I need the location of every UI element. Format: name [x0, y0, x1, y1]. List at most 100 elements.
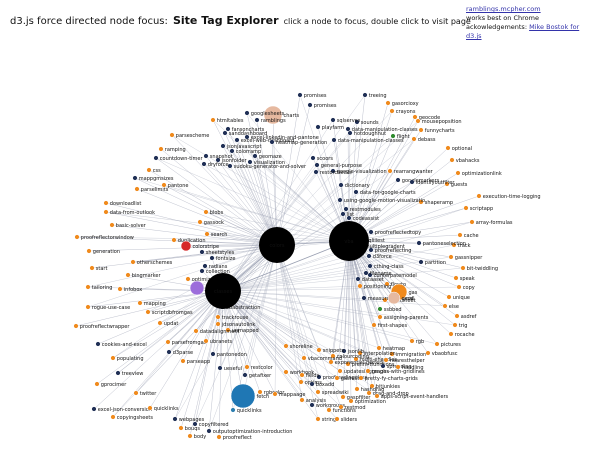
graph-node[interactable]: jdsonautolink — [215, 321, 256, 328]
node-circle[interactable] — [337, 197, 343, 203]
node-circle[interactable] — [169, 132, 175, 138]
node-circle[interactable] — [252, 153, 258, 159]
node-circle[interactable] — [387, 291, 401, 305]
node-circle[interactable] — [434, 341, 440, 347]
node-circle[interactable] — [132, 175, 138, 181]
graph-node[interactable]: basic-solver — [109, 222, 147, 229]
node-circle[interactable] — [172, 416, 178, 422]
graph-node[interactable]: scoors — [310, 155, 334, 162]
graph-node[interactable]: handling — [395, 364, 424, 371]
node-circle[interactable] — [137, 300, 143, 306]
node-circle[interactable] — [316, 374, 322, 380]
graph-node[interactable]: pantoneselection — [416, 240, 466, 247]
node-circle[interactable] — [309, 402, 315, 408]
graph-node[interactable]: jsonlib — [341, 348, 364, 355]
node-circle[interactable] — [215, 321, 221, 327]
graph-node[interactable]: prelim-tfunctions — [345, 361, 395, 368]
graph-node[interactable]: mapping — [137, 300, 166, 307]
graph-node[interactable]: trackrouse — [215, 314, 249, 321]
graph-node[interactable]: heatmap-generation — [269, 139, 327, 146]
node-circle[interactable] — [201, 161, 207, 167]
node-circle[interactable] — [185, 276, 191, 282]
node-circle[interactable] — [145, 309, 151, 315]
node-circle[interactable] — [409, 179, 415, 185]
graph-node[interactable]: functions — [326, 407, 357, 414]
graph-node[interactable]: immigration — [389, 351, 426, 358]
graph-node[interactable]: blobs — [203, 209, 224, 216]
node-circle[interactable] — [153, 155, 159, 161]
node-circle[interactable] — [346, 215, 352, 221]
graph-node[interactable]: pantonedon — [210, 351, 247, 358]
graph-node[interactable]: data-manipulation-classes — [345, 126, 418, 133]
graph-node[interactable]: hashdrag — [354, 386, 385, 393]
node-circle[interactable] — [377, 306, 383, 312]
node-circle[interactable] — [125, 272, 131, 278]
graph-node[interactable]: sliders — [334, 416, 358, 423]
node-circle[interactable] — [157, 320, 163, 326]
graph-node[interactable]: identifyoutfilter — [409, 179, 456, 186]
graph-node[interactable]: codeassist — [346, 215, 379, 222]
graph-node[interactable]: apps-script-event-handlers — [374, 393, 449, 400]
node-circle[interactable] — [469, 219, 475, 225]
graph-node[interactable]: gprocimer — [94, 381, 128, 388]
node-circle[interactable] — [345, 361, 351, 367]
node-circle[interactable] — [298, 379, 304, 385]
node-circle[interactable] — [382, 297, 388, 303]
graph-node[interactable]: google-visualization — [330, 168, 387, 175]
node-circle[interactable] — [230, 407, 236, 413]
graph-node[interactable]: funnycharts — [418, 127, 455, 134]
graph-node[interactable]: promises — [297, 92, 327, 99]
node-circle[interactable] — [210, 351, 216, 357]
node-circle[interactable] — [383, 357, 389, 363]
graph-node[interactable]: parselimits — [134, 186, 169, 193]
hub-node[interactable]: classes — [205, 273, 241, 309]
graph-node[interactable]: ueseful — [217, 365, 242, 372]
graph-node[interactable]: crayons — [389, 108, 416, 115]
node-circle[interactable] — [334, 375, 340, 381]
graph-node[interactable]: vbaobfusc — [425, 350, 458, 357]
graph-node[interactable]: scriptapp — [463, 205, 493, 212]
graph-node[interactable]: gassnipper — [448, 254, 484, 261]
node-circle[interactable] — [230, 383, 256, 409]
node-circle[interactable] — [363, 270, 369, 276]
graph-node[interactable]: jsonjavascript — [220, 143, 262, 150]
node-circle[interactable] — [457, 232, 463, 238]
graph-node[interactable]: countdown-timer — [153, 155, 204, 162]
node-circle[interactable] — [130, 259, 136, 265]
node-circle[interactable] — [310, 155, 316, 161]
graph-node[interactable]: gasrest — [334, 375, 360, 382]
node-circle[interactable] — [343, 206, 349, 212]
node-circle[interactable] — [263, 105, 283, 125]
node-circle[interactable] — [203, 153, 209, 159]
node-circle[interactable] — [385, 100, 391, 106]
node-circle[interactable] — [340, 394, 346, 400]
graph-node[interactable]: ranges-with-gridlines — [365, 368, 425, 375]
node-circle[interactable] — [416, 240, 422, 246]
node-circle[interactable] — [449, 157, 455, 163]
graph-node[interactable]: rogue-use-case — [85, 304, 130, 311]
node-circle[interactable] — [337, 368, 343, 374]
node-circle[interactable] — [415, 118, 421, 124]
graph-node[interactable]: sanddashboard — [222, 130, 268, 137]
node-circle[interactable] — [341, 348, 347, 354]
graph-node[interactable]: outputoptimization-introduction — [206, 428, 293, 435]
node-circle[interactable] — [178, 425, 184, 431]
node-circle[interactable] — [371, 322, 377, 328]
graph-node[interactable]: parseapp — [180, 358, 210, 365]
graph-node[interactable]: populating — [110, 355, 144, 362]
node-circle[interactable] — [204, 231, 210, 237]
node-circle[interactable] — [338, 404, 344, 410]
node-circle[interactable] — [110, 414, 116, 420]
graph-node[interactable]: strings — [315, 416, 339, 423]
node-circle[interactable] — [334, 416, 340, 422]
graph-node[interactable]: asdref — [454, 313, 477, 320]
graph-node[interactable]: geomaze — [252, 153, 282, 160]
node-circle[interactable] — [91, 406, 97, 412]
node-circle[interactable] — [199, 249, 205, 255]
graph-node[interactable]: restmodules — [343, 206, 381, 213]
node-circle[interactable] — [147, 405, 153, 411]
node-circle[interactable] — [315, 416, 321, 422]
graph-node[interactable]: using-google-motion-visualizatio — [337, 197, 425, 204]
graph-node[interactable]: colorstripe — [180, 240, 219, 252]
node-circle[interactable] — [161, 182, 167, 188]
